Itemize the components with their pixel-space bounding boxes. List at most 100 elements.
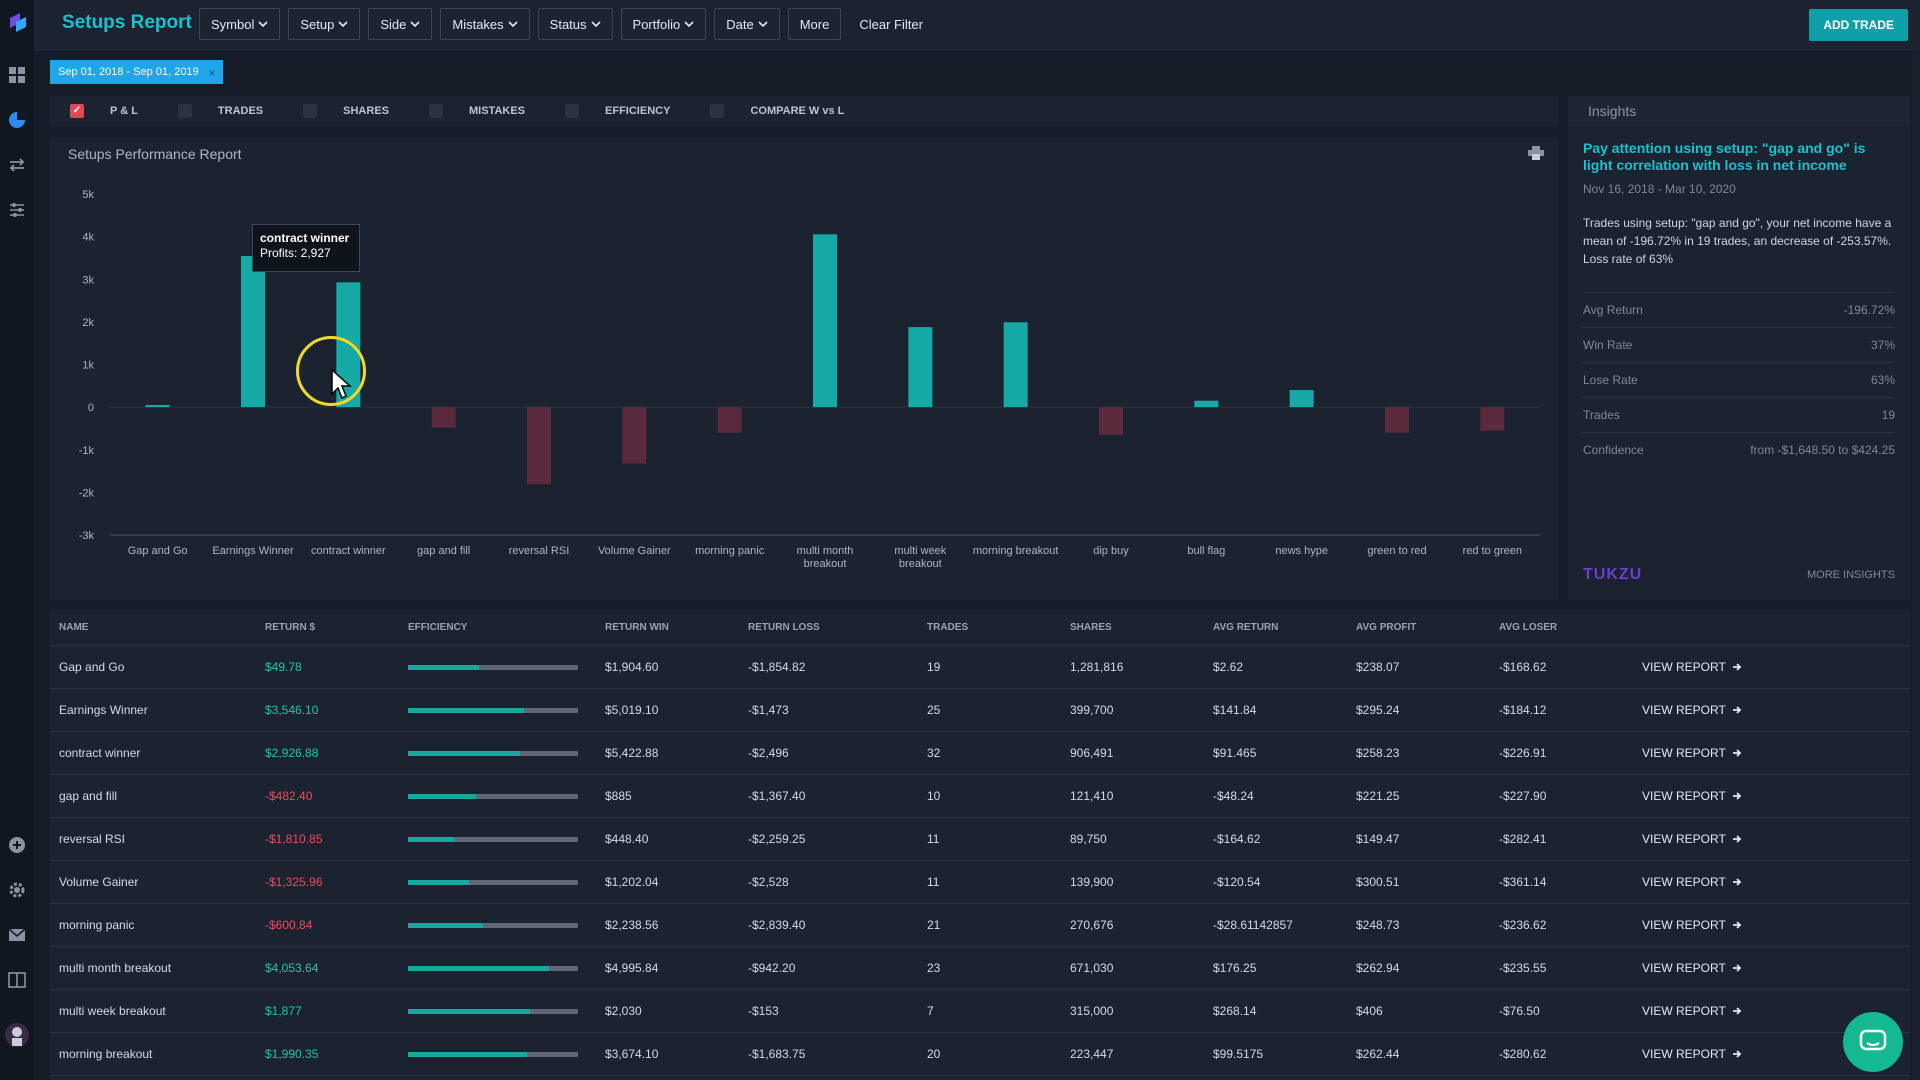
col-efficiency-header[interactable]: EFFICIENCY	[408, 622, 468, 633]
cell-avg-profit: $238.07	[1356, 660, 1400, 674]
filter-setup-dropdown[interactable]: Setup	[288, 8, 361, 40]
table-row[interactable]: Volume Gainer -$1,325.96 $1,202.04 -$2,528 1…	[50, 861, 1910, 904]
view-report-link[interactable]: VIEW REPORT	[1642, 961, 1792, 975]
cell-return-win: $1,904.60	[605, 660, 659, 674]
metric-compare-toggle[interactable]: COMPARE W vs L	[710, 104, 844, 118]
bar-bull-flag[interactable]	[1194, 400, 1219, 408]
view-report-link[interactable]: VIEW REPORT	[1642, 703, 1792, 717]
arrow-right-icon	[1732, 1007, 1742, 1015]
bar-multi-week-breakout[interactable]	[908, 327, 933, 408]
efficiency-bar	[408, 1008, 578, 1014]
bar-morning-breakout[interactable]	[1003, 322, 1028, 408]
metric-efficiency-toggle[interactable]: EFFICIENCY	[565, 104, 670, 118]
col-return-loss-header[interactable]: RETURN LOSS	[748, 622, 820, 633]
cell-return-loss: -$1,367.40	[748, 789, 806, 803]
metric-pnl-toggle[interactable]: P & L	[70, 104, 138, 118]
trades-transfer-icon[interactable]	[8, 156, 26, 174]
col-avg-loser-header[interactable]: AVG LOSER	[1499, 622, 1558, 633]
book-icon[interactable]	[8, 971, 26, 989]
col-return-header[interactable]: RETURN $	[265, 622, 316, 633]
table-row[interactable]: multi week breakout $1,877 $2,030 -$153 7 315…	[50, 990, 1910, 1033]
add-circle-icon[interactable]	[8, 836, 26, 854]
view-report-link[interactable]: VIEW REPORT	[1642, 875, 1792, 889]
bar-earnings-winner[interactable]	[241, 255, 265, 408]
table-row[interactable]: multi month breakout $4,053.64 $4,995.84 -$…	[50, 947, 1910, 990]
mail-icon[interactable]	[8, 926, 26, 944]
remove-date-filter-icon[interactable]: ×	[208, 66, 216, 80]
view-report-link[interactable]: VIEW REPORT	[1642, 1047, 1792, 1061]
filter-mistakes-dropdown[interactable]: Mistakes	[440, 8, 530, 40]
checkbox-icon[interactable]	[429, 104, 443, 118]
dashboard-icon[interactable]	[8, 66, 26, 84]
metric-trades-toggle[interactable]: TRADES	[177, 104, 263, 118]
table-row[interactable]: contract winner $2,926.88 $5,422.88 -$2,496…	[50, 732, 1910, 775]
more-filters-button[interactable]: More	[787, 8, 842, 40]
view-report-link[interactable]: VIEW REPORT	[1642, 660, 1792, 674]
cell-return-win: $2,030	[605, 1004, 642, 1018]
more-insights-link[interactable]: MORE INSIGHTS	[1806, 569, 1895, 581]
cell-return: -$482.40	[265, 789, 313, 803]
view-report-link[interactable]: VIEW REPORT	[1642, 1004, 1792, 1018]
view-report-link[interactable]: VIEW REPORT	[1642, 789, 1792, 803]
table-row[interactable]: Earnings Winner $3,546.10 $5,019.10 -$1,473…	[50, 689, 1910, 732]
bar-news-hype[interactable]	[1289, 390, 1314, 408]
bar-gap-and-go[interactable]	[145, 405, 170, 408]
cell-name: Volume Gainer	[59, 875, 139, 889]
view-report-link[interactable]: VIEW REPORT	[1642, 746, 1792, 760]
col-trades-header[interactable]: TRADES	[927, 622, 969, 633]
setups-performance-chart-panel: -3k -2k -1k 0 1k 2k 3k 4k 5k Gap and Go Earnings W…	[50, 138, 1558, 600]
col-shares-header[interactable]: SHARES	[1070, 622, 1112, 633]
insight-title[interactable]: Pay attention using setup: "gap and go" …	[1583, 140, 1866, 173]
user-avatar-icon[interactable]	[4, 1020, 30, 1050]
bar-red-to-green[interactable]	[1480, 407, 1505, 431]
table-row[interactable]: gap and fill -$482.40 $885 -$1,367.40 10 121,…	[50, 775, 1910, 818]
filter-date-dropdown[interactable]: Date	[714, 8, 780, 40]
filter-status-dropdown[interactable]: Status	[537, 8, 613, 40]
app-logo-icon[interactable]	[8, 12, 27, 34]
chat-support-button[interactable]	[1843, 1012, 1903, 1072]
table-row[interactable]: morning panic -$600.84 $2,238.56 -$2,839.40…	[50, 904, 1910, 947]
checkbox-icon[interactable]	[177, 104, 192, 118]
clear-filter-button[interactable]: Clear Filter	[859, 16, 923, 32]
cell-name: morning breakout	[59, 1047, 153, 1061]
filter-symbol-dropdown[interactable]: Symbol	[199, 8, 281, 40]
filter-portfolio-dropdown[interactable]: Portfolio	[620, 8, 707, 40]
table-row[interactable]: Gap and Go $49.78 $1,904.60 -$1,854.82 19 1,2…	[50, 646, 1910, 689]
efficiency-bar-fill	[408, 750, 521, 756]
filter-side-dropdown[interactable]: Side	[368, 8, 433, 40]
mouse-pointer-icon	[331, 368, 352, 400]
filters-sliders-icon[interactable]	[8, 201, 26, 219]
cell-return: $4,053.64	[265, 961, 319, 975]
cell-avg-return: -$164.62	[1213, 832, 1261, 846]
checkbox-icon[interactable]	[710, 104, 725, 118]
col-avg-return-header[interactable]: AVG RETURN	[1213, 622, 1279, 633]
checkbox-checked-icon[interactable]	[70, 104, 84, 118]
bar-green-to-red[interactable]	[1385, 407, 1409, 433]
cell-name: multi week breakout	[59, 1004, 166, 1018]
print-icon[interactable]	[1528, 146, 1544, 160]
metric-shares-toggle[interactable]: SHARES	[303, 104, 389, 118]
reports-pie-icon[interactable]	[8, 111, 26, 129]
add-trade-button[interactable]: ADD TRADE	[1809, 9, 1908, 41]
metric-mistakes-toggle[interactable]: MISTAKES	[429, 104, 525, 118]
col-name-header[interactable]: NAME	[59, 622, 89, 633]
bar-multi-month-breakout[interactable]	[813, 234, 837, 408]
page-scrollbar[interactable]	[1912, 50, 1920, 1080]
checkbox-icon[interactable]	[565, 104, 580, 118]
x-tick-label: multi week breakout	[894, 545, 946, 570]
bar-volume-gainer[interactable]	[622, 407, 647, 464]
view-report-link[interactable]: VIEW REPORT	[1642, 918, 1792, 932]
bar-morning-panic[interactable]	[717, 407, 742, 433]
table-row[interactable]: reversal RSI -$1,810.85 $448.40 -$2,259.25 1…	[50, 818, 1910, 861]
col-avg-profit-header[interactable]: AVG PROFIT	[1356, 622, 1417, 633]
table-row[interactable]: morning breakout $1,990.35 $3,674.10 -$1,68…	[50, 1033, 1910, 1076]
bar-reversal-rsi[interactable]	[527, 407, 551, 485]
cell-avg-return: $2.62	[1213, 660, 1244, 674]
x-tick-label: Earnings Winner	[212, 545, 294, 557]
settings-gear-icon[interactable]	[8, 881, 26, 899]
bar-gap-and-fill[interactable]	[431, 407, 456, 428]
checkbox-icon[interactable]	[303, 104, 318, 118]
col-return-win-header[interactable]: RETURN WIN	[605, 622, 669, 633]
bar-dip-buy[interactable]	[1099, 407, 1123, 435]
view-report-link[interactable]: VIEW REPORT	[1642, 832, 1792, 846]
